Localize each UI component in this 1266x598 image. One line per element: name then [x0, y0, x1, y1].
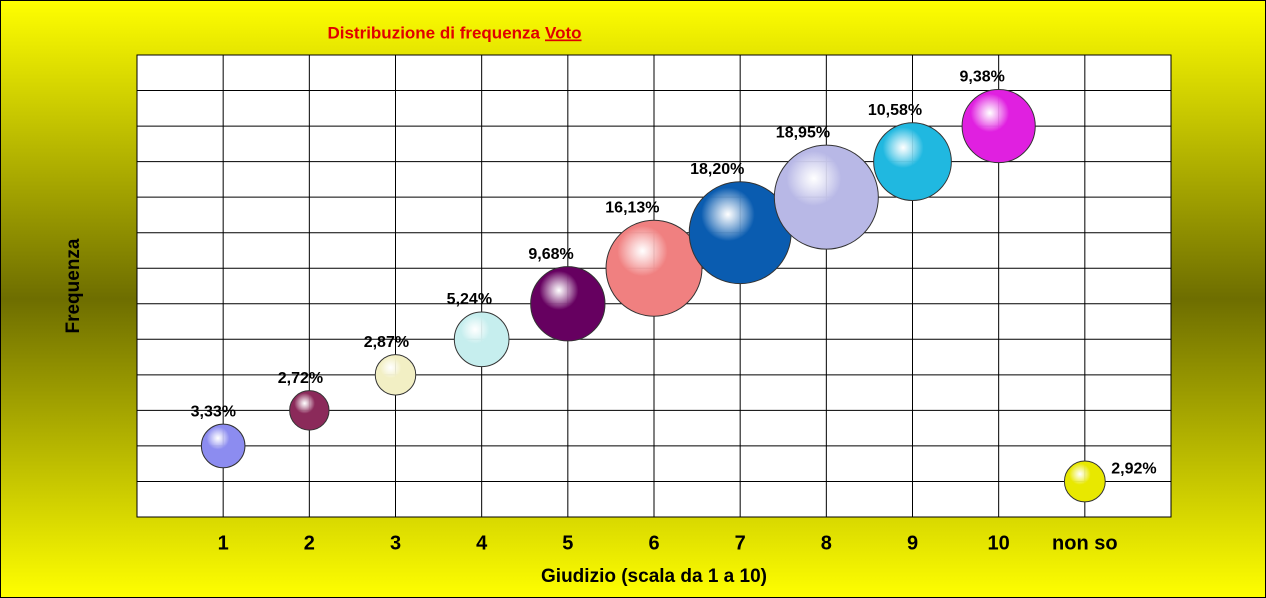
data-label: 5,24%	[447, 291, 492, 308]
x-tick-label: 3	[390, 532, 401, 554]
y-axis-label: Frequenza	[63, 238, 84, 333]
data-label: 18,95%	[776, 124, 830, 141]
data-label: 18,20%	[690, 161, 744, 178]
x-tick-label: 4	[476, 532, 488, 554]
chart-title-emphasis: Voto	[545, 23, 582, 42]
bubble	[873, 122, 952, 201]
data-label: 3,33%	[191, 403, 236, 420]
x-tick-label: 2	[304, 532, 315, 554]
data-label: 2,92%	[1111, 461, 1156, 478]
x-tick-label: 1	[218, 532, 229, 554]
data-label: 10,58%	[868, 102, 922, 119]
data-label: 9,68%	[528, 246, 573, 263]
x-tick-label: non so	[1052, 532, 1118, 554]
bubbles	[200, 88, 1106, 503]
bubble	[289, 390, 330, 431]
x-tick-label: 5	[562, 532, 573, 554]
chart-title: Distribuzione di frequenza	[327, 23, 540, 42]
data-label: 2,72%	[278, 370, 323, 387]
data-label: 16,13%	[605, 199, 659, 216]
bubble	[530, 266, 606, 342]
bubble	[453, 311, 510, 368]
bubble	[961, 88, 1036, 164]
x-tick-label: 8	[821, 532, 832, 554]
bubble	[773, 144, 879, 250]
bubble	[605, 219, 703, 317]
bubble	[200, 423, 246, 469]
bubble	[374, 354, 417, 396]
x-tick-label: 10	[988, 532, 1010, 554]
x-tick-label: 6	[648, 532, 659, 554]
x-axis-label: Giudizio (scala da 1 a 10)	[541, 566, 767, 587]
x-tick-label: 9	[907, 532, 918, 554]
data-label: 2,87%	[364, 334, 409, 351]
bubble	[1063, 460, 1106, 503]
x-tick-label: 7	[735, 532, 746, 554]
data-label: 9,38%	[960, 69, 1005, 86]
